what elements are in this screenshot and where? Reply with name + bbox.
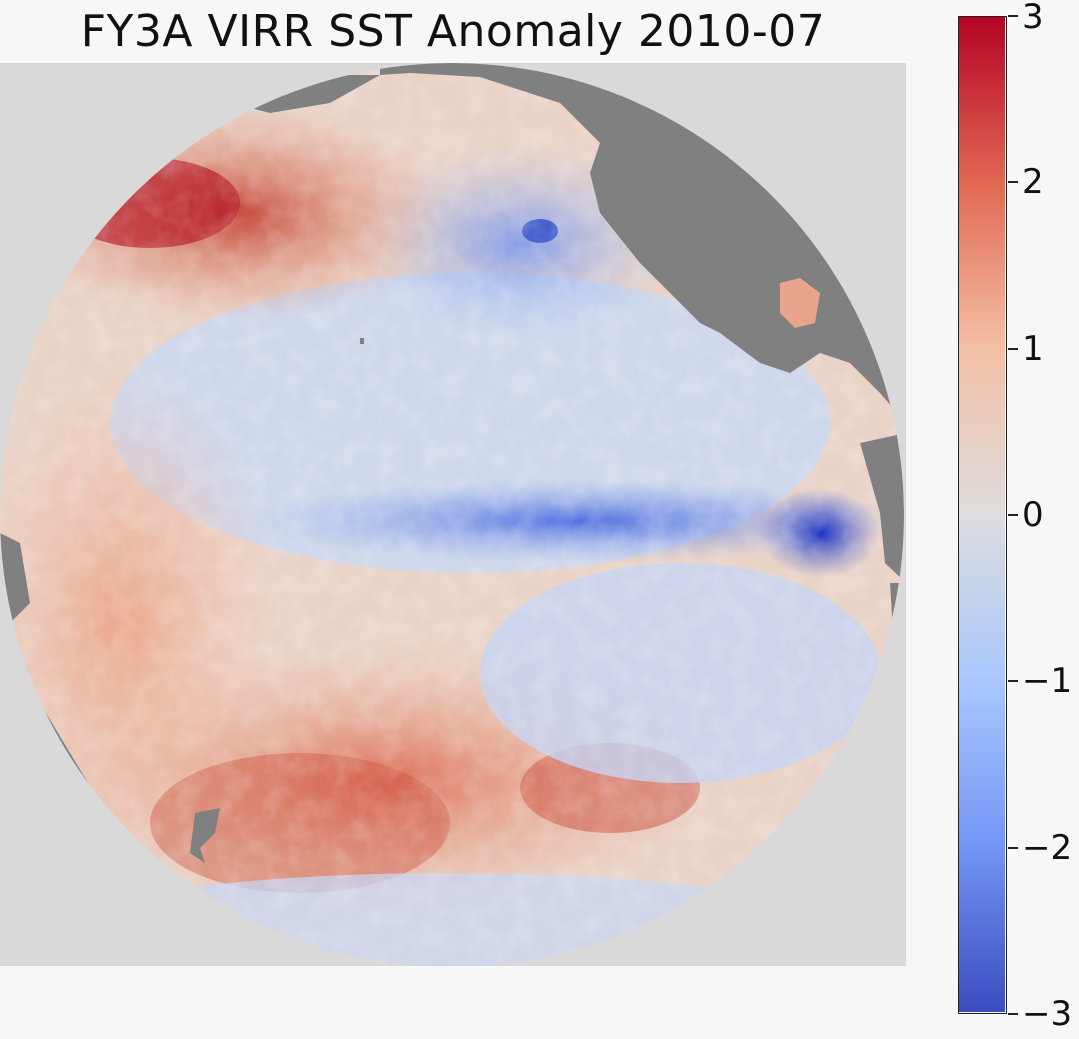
colorbar-tick-label: 2	[1022, 162, 1044, 203]
colorbar-tick-label: −1	[1022, 661, 1073, 702]
colorbar-tick	[1008, 347, 1018, 350]
colorbar-tick-label: 1	[1022, 328, 1044, 369]
disc-mask	[0, 63, 906, 966]
colorbar	[958, 16, 1007, 1014]
island	[360, 338, 364, 344]
colorbar-tick	[1008, 846, 1018, 849]
colorbar-tick-label: 0	[1022, 495, 1044, 535]
globe-map	[0, 63, 906, 966]
gulf-warm-water	[780, 278, 820, 328]
chart-title: FY3A VIRR SST Anomaly 2010-07	[80, 6, 826, 57]
colorbar-tick	[1008, 15, 1018, 17]
colorbar-tick	[1008, 680, 1018, 683]
colorbar-tick	[1008, 514, 1018, 516]
map-panel	[0, 63, 906, 966]
colorbar-tick-label: −3	[1022, 994, 1073, 1034]
colorbar-tick-label: 3	[1022, 0, 1044, 37]
colorbar-gradient	[959, 17, 1005, 1012]
colorbar-tick-label: −2	[1022, 827, 1073, 868]
colorbar-tick	[1008, 181, 1018, 184]
new-zealand-land	[190, 808, 220, 863]
central-america-land	[860, 433, 904, 583]
colorbar-tick	[1008, 1013, 1018, 1015]
